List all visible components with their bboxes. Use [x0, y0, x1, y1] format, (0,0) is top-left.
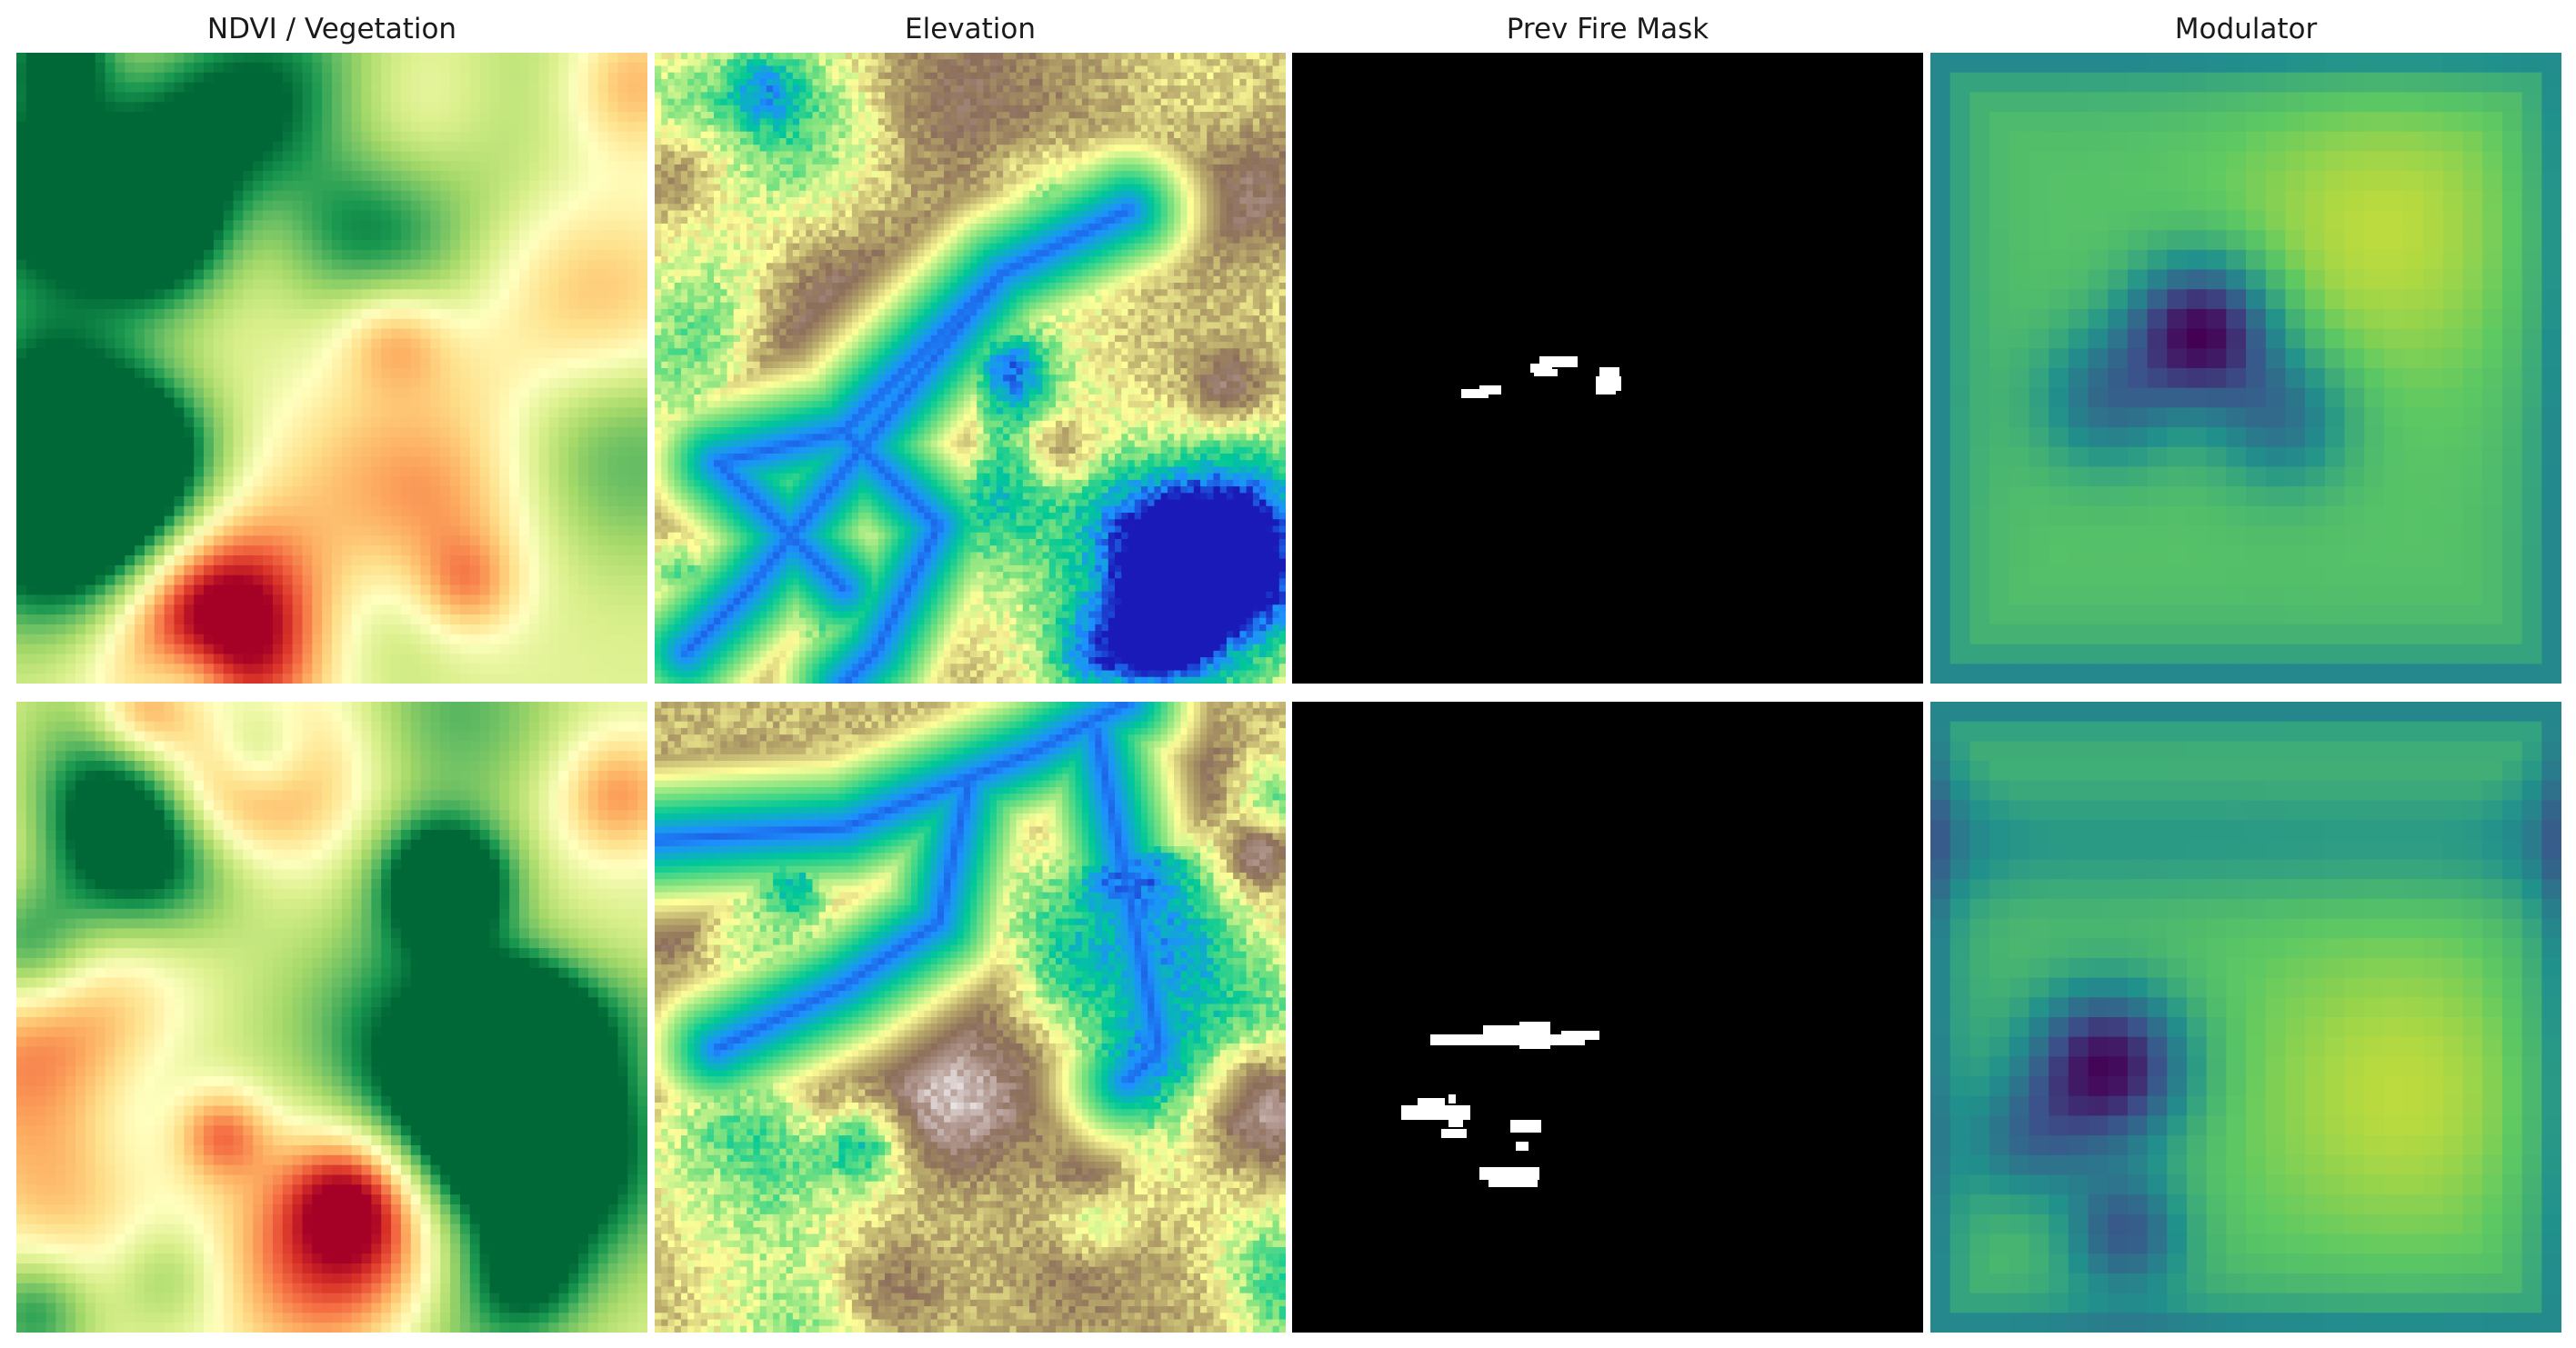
column-title-modulator: Modulator — [1930, 9, 2561, 49]
fire-pixel — [1488, 1178, 1538, 1187]
fire-pixel — [1461, 389, 1488, 398]
fire-pixel — [1441, 1129, 1467, 1138]
panel-row2-elevation — [655, 702, 1286, 1333]
fire-pixel — [1479, 385, 1501, 394]
column-title-fire-mask: Prev Fire Mask — [1292, 9, 1923, 49]
panel-row2-modulator — [1930, 702, 2561, 1333]
panel-row2-fire-mask — [1292, 702, 1923, 1333]
panel-row1-ndvi — [16, 53, 647, 684]
panel-row1-fire-mask — [1292, 53, 1923, 684]
panel-row1-modulator — [1930, 53, 2561, 684]
fire-pixel — [1561, 1031, 1599, 1040]
fire-pixel — [1534, 369, 1558, 376]
fire-pixel — [1516, 1142, 1529, 1151]
fire-pixel — [1510, 1120, 1541, 1133]
fire-pixel — [1448, 1094, 1456, 1103]
fire-pixel — [1599, 367, 1619, 378]
column-title-elevation: Elevation — [655, 9, 1286, 49]
fire-pixel — [1530, 364, 1552, 373]
panel-row1-elevation — [655, 53, 1286, 684]
fire-pixel — [1448, 1116, 1463, 1127]
fire-pixel — [1418, 1098, 1445, 1109]
fire-pixel — [1479, 1167, 1539, 1180]
fire-pixel — [1519, 1022, 1550, 1049]
panel-row2-ndvi — [16, 702, 647, 1333]
fire-pixel — [1539, 356, 1578, 367]
column-title-ndvi: NDVI / Vegetation — [16, 9, 647, 49]
fire-pixel — [1596, 384, 1616, 394]
